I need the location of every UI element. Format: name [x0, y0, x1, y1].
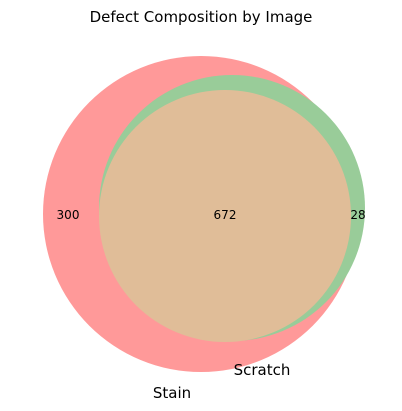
scratch-only-count: 28 [350, 208, 365, 222]
intersection-region [99, 90, 351, 342]
chart-title: Defect Composition by Image [90, 8, 313, 26]
stain-set-label: Stain [153, 384, 191, 402]
stain-only-count: 300 [57, 208, 80, 222]
scratch-set-label: Scratch [234, 361, 291, 379]
intersection-count: 672 [214, 208, 237, 222]
